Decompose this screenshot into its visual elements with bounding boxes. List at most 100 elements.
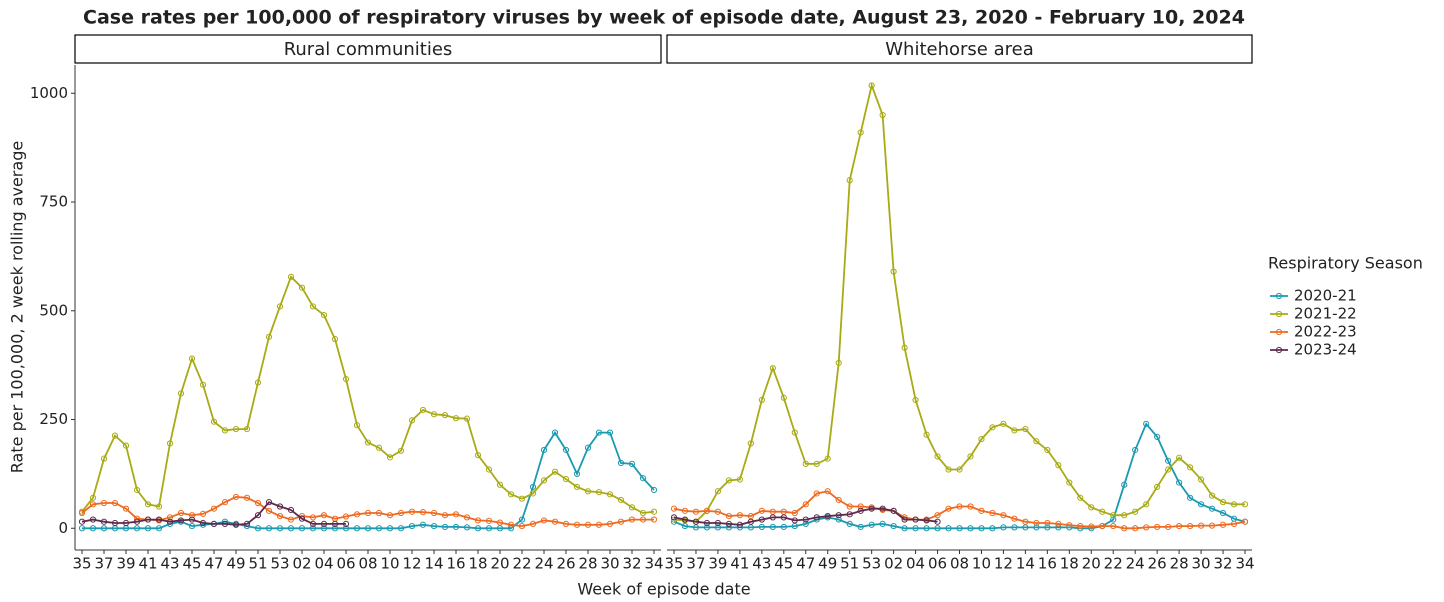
point xyxy=(758,396,765,404)
point xyxy=(331,335,339,343)
x-tick-label: 43 xyxy=(160,555,179,573)
point xyxy=(901,525,908,532)
point xyxy=(1176,454,1183,461)
legend-label: 2022-23 xyxy=(1294,323,1357,341)
legend-marker xyxy=(1275,310,1283,318)
point xyxy=(320,520,328,528)
point xyxy=(243,494,251,501)
point xyxy=(846,177,853,184)
point xyxy=(485,517,493,524)
point xyxy=(188,522,196,530)
point xyxy=(1033,438,1040,445)
point xyxy=(375,509,383,517)
point xyxy=(595,521,603,528)
point xyxy=(835,512,842,519)
series-line xyxy=(81,275,655,514)
point xyxy=(133,518,141,525)
point xyxy=(155,516,163,523)
point xyxy=(791,429,798,436)
x-tick-label: 06 xyxy=(336,555,355,573)
point xyxy=(1208,522,1216,529)
point xyxy=(1011,515,1018,522)
point xyxy=(122,442,130,449)
x-tick-label: 10 xyxy=(380,555,399,573)
point xyxy=(232,425,240,433)
point xyxy=(703,507,711,514)
point xyxy=(725,512,733,520)
point xyxy=(133,525,141,532)
point xyxy=(199,510,207,517)
point xyxy=(562,475,570,483)
point xyxy=(1241,518,1249,525)
point xyxy=(650,516,658,523)
point xyxy=(692,518,700,525)
point xyxy=(540,517,548,524)
point xyxy=(1121,512,1128,519)
x-tick-label: 24 xyxy=(534,555,553,573)
point xyxy=(912,516,919,523)
point xyxy=(747,440,754,447)
point xyxy=(617,496,625,504)
point xyxy=(714,519,722,527)
series-line xyxy=(673,490,1246,530)
point xyxy=(1208,505,1216,512)
point xyxy=(934,518,941,525)
point xyxy=(364,509,372,517)
point xyxy=(769,514,776,521)
y-tick-label: 0 xyxy=(58,519,68,537)
point xyxy=(780,523,787,531)
point xyxy=(188,512,196,519)
point xyxy=(100,455,108,462)
point xyxy=(758,507,765,514)
point xyxy=(243,425,251,433)
point xyxy=(287,516,295,523)
point xyxy=(111,432,119,439)
point xyxy=(507,521,515,528)
point xyxy=(595,489,603,496)
point xyxy=(835,359,842,367)
point xyxy=(166,518,174,525)
point xyxy=(692,508,700,515)
point xyxy=(813,490,820,497)
x-axis-label: Week of episode date xyxy=(577,580,750,599)
point xyxy=(628,516,636,523)
point xyxy=(518,495,526,502)
point xyxy=(802,520,809,528)
point xyxy=(650,508,658,515)
point xyxy=(967,453,974,460)
point xyxy=(650,486,658,494)
point xyxy=(287,525,295,532)
point xyxy=(1230,501,1238,508)
point xyxy=(857,507,864,514)
point xyxy=(628,504,636,511)
point xyxy=(714,524,722,531)
point xyxy=(144,516,152,523)
point xyxy=(1132,446,1139,454)
point xyxy=(1110,516,1117,523)
point xyxy=(1077,522,1084,530)
point xyxy=(452,523,460,531)
point xyxy=(879,505,886,512)
point xyxy=(1099,522,1106,530)
point xyxy=(1165,457,1172,464)
point xyxy=(868,82,875,89)
panel-title: Rural communities xyxy=(284,39,453,60)
legend-label: 2020-21 xyxy=(1294,287,1357,305)
point xyxy=(747,518,754,525)
series-line xyxy=(81,495,654,528)
point xyxy=(1132,525,1139,532)
x-tick-label: 30 xyxy=(1192,555,1211,573)
point xyxy=(703,524,711,531)
point xyxy=(320,312,328,319)
point xyxy=(133,486,141,494)
point xyxy=(791,517,798,524)
x-tick-label: 12 xyxy=(994,555,1013,573)
point xyxy=(100,499,108,507)
point xyxy=(879,111,886,119)
point xyxy=(430,509,438,517)
point xyxy=(978,525,985,532)
point xyxy=(890,507,897,514)
strip xyxy=(74,34,662,64)
point xyxy=(309,525,317,532)
